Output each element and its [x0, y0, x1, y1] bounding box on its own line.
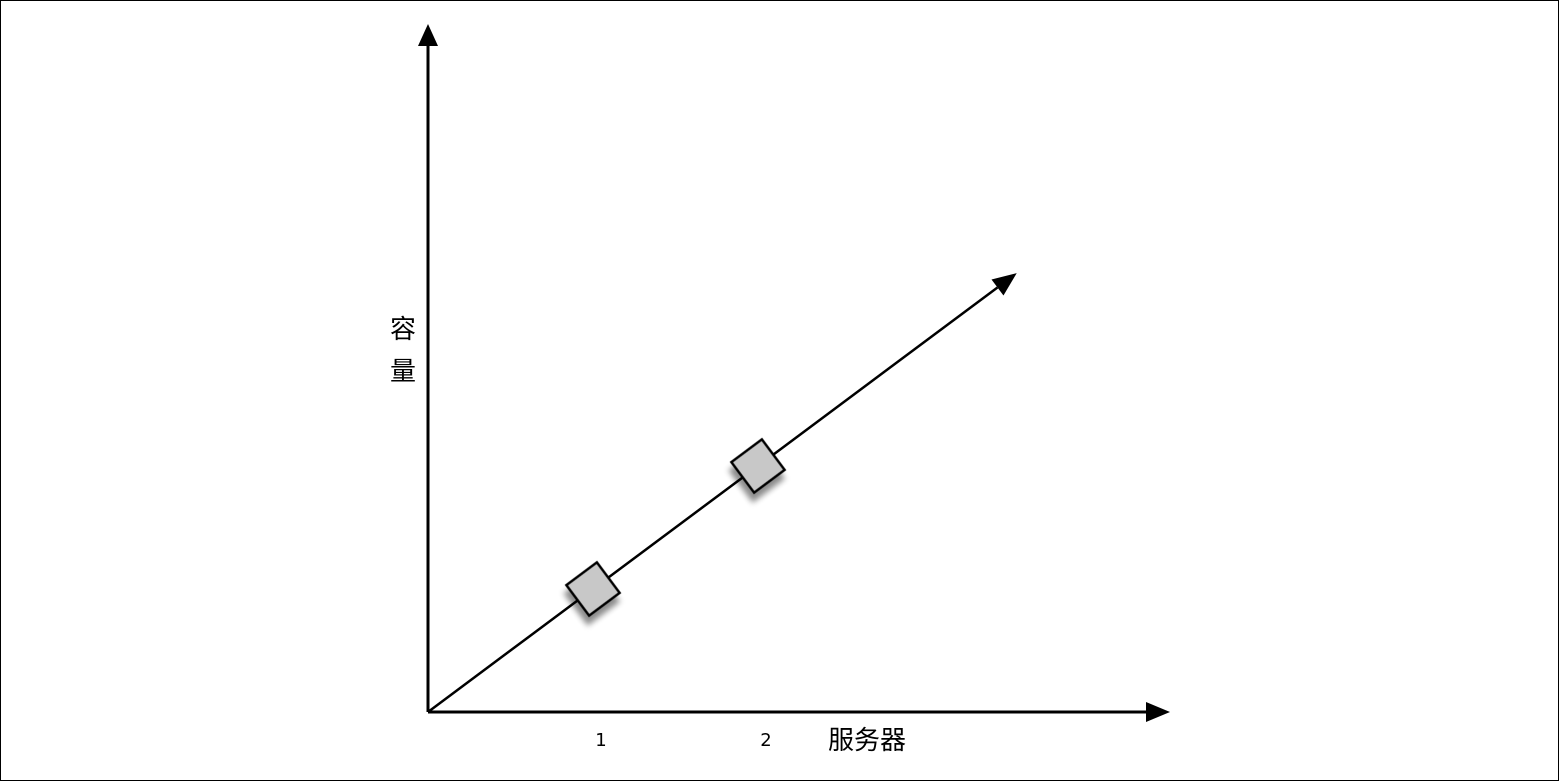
x-tick-label-1: 1 [595, 730, 606, 751]
data-point-marker-1 [564, 560, 622, 618]
y-axis-label-char-1: 容 [390, 315, 416, 345]
y-axis-label-char-2: 量 [390, 357, 416, 387]
x-tick-label-2: 2 [760, 730, 771, 751]
series-line [427, 286, 999, 714]
x-axis-arrowhead [1146, 702, 1170, 722]
y-axis-arrowhead [418, 24, 438, 46]
x-axis-label: 服务器 [828, 726, 906, 756]
data-point-marker-2 [729, 437, 787, 495]
series-arrowhead [991, 273, 1017, 296]
